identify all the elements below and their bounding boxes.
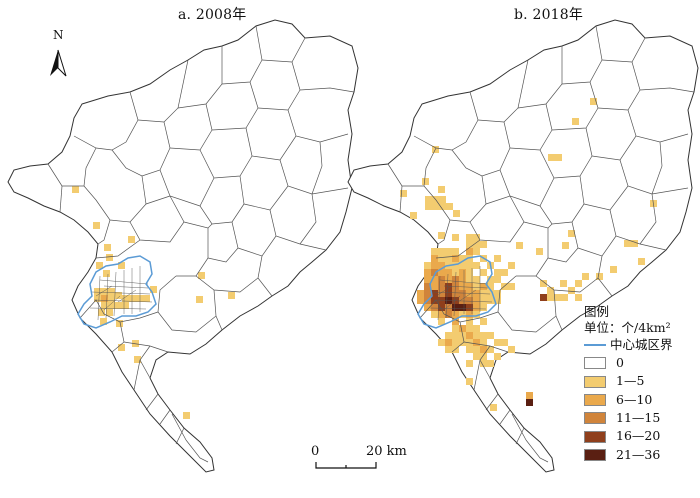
legend-class-label: 16—20 [616, 428, 661, 444]
legend-swatch [584, 375, 606, 388]
legend-boundary-label: 中心城区界 [610, 336, 673, 352]
map-panel-a [7, 19, 359, 473]
scale-bar [315, 462, 377, 469]
map-panel-b [347, 19, 699, 473]
legend-class-item: 21—36 [584, 446, 698, 464]
boundary-line-swatch [584, 344, 606, 347]
north-arrow-icon [50, 49, 67, 77]
legend-class-item: 0 [584, 354, 698, 372]
legend-class-item: 6—10 [584, 391, 698, 409]
legend-class-label: 6—10 [616, 391, 653, 407]
scale-end-label: 20 km [366, 444, 407, 459]
legend-class-item: 16—20 [584, 427, 698, 445]
legend-unit: 单位：个/4km² [584, 319, 671, 335]
scale-start-label: 0 [311, 444, 320, 459]
legend-swatch [584, 430, 606, 443]
panel-a-title: a. 2008年 [178, 7, 247, 23]
north-label: N [53, 28, 64, 42]
legend-class-item: 11—15 [584, 409, 698, 427]
legend-class-label: 1—5 [616, 373, 645, 389]
legend-swatch [584, 448, 606, 461]
legend-title: 图例 [584, 303, 610, 319]
legend-swatch [584, 357, 606, 370]
panel-b-title: b. 2018年 [514, 7, 584, 23]
region-outline-a [7, 19, 359, 473]
legend-class-label: 21—36 [616, 446, 661, 462]
legend-class-label: 0 [616, 355, 624, 371]
legend-class-label: 11—15 [616, 410, 661, 426]
legend-class-item: 1—5 [584, 373, 698, 391]
legend-swatch [584, 394, 606, 407]
legend: 图例 单位：个/4km² 中心城区界 0 1—5 6—10 11—15 16—2… [584, 304, 698, 464]
legend-boundary-item: 中心城区界 [584, 336, 698, 354]
legend-swatch [584, 412, 606, 425]
